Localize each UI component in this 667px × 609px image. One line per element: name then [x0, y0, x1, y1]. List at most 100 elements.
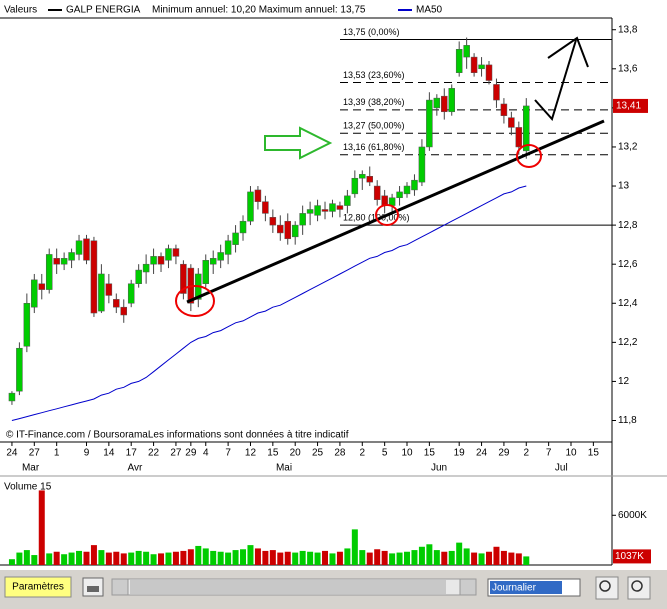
candle-body	[232, 232, 239, 245]
x-tick-label: 9	[84, 448, 90, 459]
volume-bar	[8, 559, 15, 565]
candle-body	[359, 174, 366, 179]
volume-bar	[202, 548, 209, 565]
fib-label: 13,16 (61,80%)	[343, 142, 405, 152]
volume-bar	[374, 549, 381, 565]
volume-bar	[240, 549, 247, 565]
ma-line	[11, 185, 527, 421]
period-highlight	[490, 581, 562, 594]
candle-body	[60, 258, 68, 265]
volume-bar	[463, 548, 470, 565]
volume-bar	[113, 551, 120, 565]
x-tick-label: 28	[334, 448, 346, 459]
volume-bar	[105, 552, 112, 565]
x-tick-label: 5	[382, 448, 388, 459]
volume-bar	[493, 546, 500, 565]
candle-body	[299, 213, 306, 226]
volume-bar	[351, 529, 358, 565]
volume-bar	[180, 550, 187, 565]
month-label: Mar	[22, 463, 40, 474]
volume-bar	[500, 550, 507, 565]
settings-label[interactable]: Paramètres	[12, 582, 64, 593]
x-tick-label: 15	[267, 448, 279, 459]
candle-body	[45, 254, 53, 290]
candle-body	[426, 99, 433, 148]
settings-button[interactable]	[4, 576, 72, 598]
scroll-thumb[interactable]	[130, 580, 446, 594]
candle-body	[105, 283, 113, 296]
candle-body	[284, 220, 291, 240]
fib-label: 13,75 (0,00%)	[343, 27, 400, 37]
zoom-icon	[631, 580, 643, 592]
zoom-in[interactable]	[627, 576, 651, 600]
candle-body	[515, 127, 523, 148]
candle-body	[523, 105, 530, 152]
candle-body	[239, 220, 247, 234]
volume-bar	[411, 550, 418, 565]
x-tick-label: 20	[290, 448, 302, 459]
volume-bar	[441, 551, 448, 565]
volume-bar	[336, 551, 343, 565]
volume-bar	[418, 546, 425, 565]
x-tick-label: 29	[498, 448, 510, 459]
circle	[516, 144, 542, 168]
last-volume-label: 1037K	[615, 551, 644, 562]
forecast-line	[534, 39, 577, 121]
candle-body	[418, 146, 426, 183]
candle-body	[314, 205, 321, 216]
month-label: Mai	[276, 463, 292, 474]
candle-body	[23, 303, 31, 347]
candle-body	[254, 189, 262, 202]
candle-body	[180, 263, 187, 294]
volume-bar	[143, 551, 150, 565]
x-tick-label: 15	[424, 448, 436, 459]
candle-body	[90, 240, 98, 314]
scroll-right[interactable]	[459, 578, 477, 596]
volume-bar	[389, 553, 396, 565]
volume-title: Volume 15	[4, 482, 52, 493]
x-tick-label: 7	[546, 448, 552, 459]
volume-bar	[247, 545, 254, 565]
volume-bar	[135, 550, 142, 565]
candle-body	[277, 224, 284, 234]
x-tick-label: 24	[476, 448, 488, 459]
volume-bar	[508, 552, 515, 565]
candle-body	[463, 45, 470, 58]
volume-bar	[68, 552, 75, 565]
candle-body	[142, 263, 150, 273]
volume-bar	[329, 553, 336, 565]
candle-body	[8, 392, 16, 402]
candle-body	[433, 97, 441, 109]
candle-body	[202, 260, 210, 284]
print-icon	[87, 586, 99, 592]
candle-body	[329, 203, 336, 212]
volume-bar	[53, 551, 60, 565]
volume-bar	[396, 552, 403, 565]
volume-bar	[314, 552, 321, 565]
legend-name: GALP ENERGIA	[66, 5, 141, 16]
candle-body	[262, 201, 269, 214]
candle-body	[157, 256, 165, 265]
x-tick-label: 27	[29, 448, 41, 459]
circle	[175, 285, 215, 317]
zoom-out[interactable]	[595, 576, 619, 600]
candle-body	[247, 191, 254, 222]
candle-body	[38, 283, 46, 290]
volume-bar	[515, 553, 522, 565]
volume-bar	[381, 550, 388, 565]
volume-bar	[76, 550, 83, 565]
volume-bar	[46, 553, 53, 565]
volume-bar	[16, 552, 23, 565]
candle-body	[448, 88, 455, 113]
volume-bar	[128, 552, 135, 565]
candle-body	[306, 209, 314, 214]
period-label[interactable]: Journalier	[492, 583, 537, 594]
candle-body	[224, 240, 232, 255]
candle-body	[135, 269, 142, 284]
candle-body	[373, 185, 381, 200]
scroll-left[interactable]	[111, 578, 129, 596]
volume-bar	[448, 550, 455, 565]
candle-body	[53, 258, 60, 265]
candle-body	[165, 248, 172, 261]
